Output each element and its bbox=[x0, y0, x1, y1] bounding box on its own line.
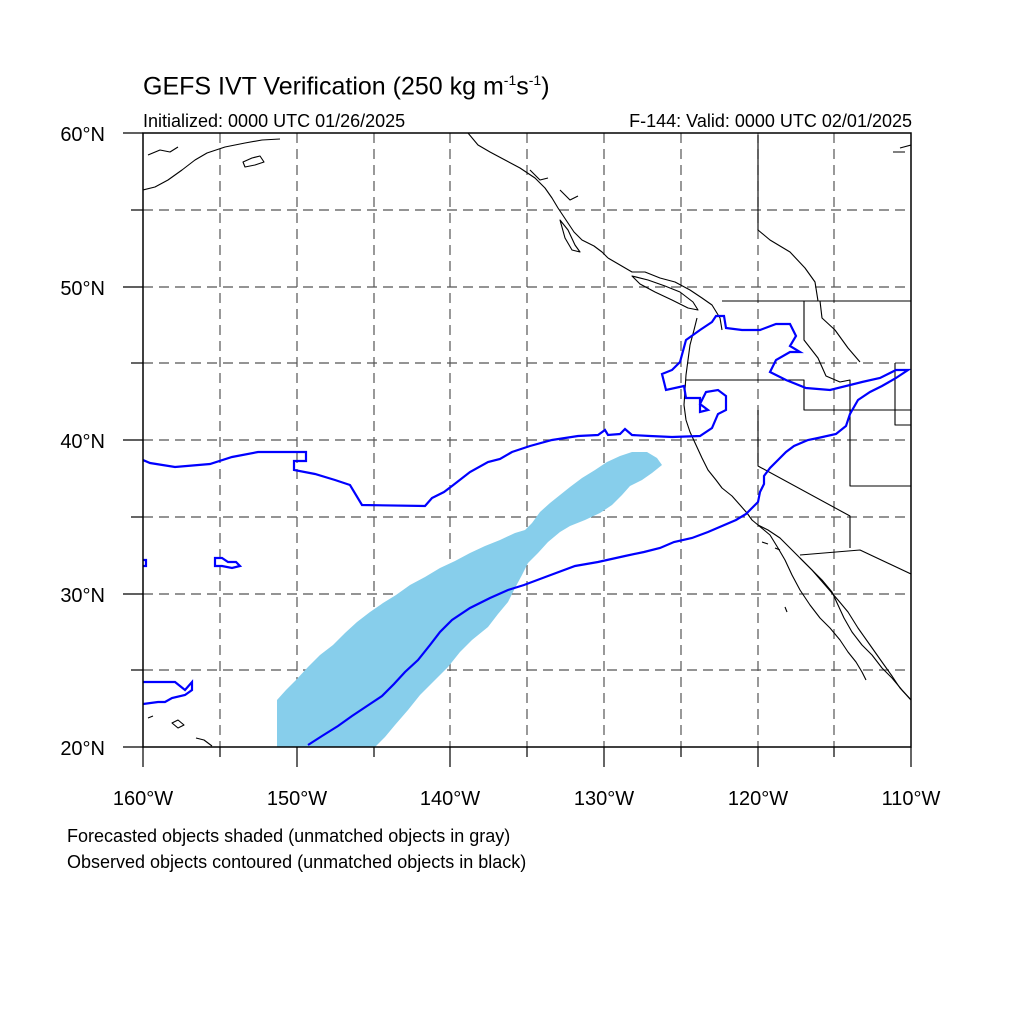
lon-label-160w: 160°W bbox=[113, 788, 173, 810]
bc-mainland-coast bbox=[893, 144, 911, 153]
valid-time-label: F-144: Valid: 0000 UTC 02/01/2025 bbox=[629, 111, 912, 131]
lon-label-150w: 150°W bbox=[267, 788, 327, 810]
observed-object-small-2 bbox=[143, 558, 148, 568]
map-grid bbox=[143, 133, 911, 747]
lon-label-130w: 130°W bbox=[574, 788, 634, 810]
alaska-coast bbox=[143, 138, 281, 191]
lat-label-60: 60°N bbox=[60, 124, 105, 146]
forecast-ivt-object bbox=[277, 452, 662, 747]
utah-east bbox=[894, 363, 911, 426]
initialized-label: Initialized: 0000 UTC 01/26/2025 bbox=[143, 111, 406, 131]
observed-ivt-contours bbox=[143, 314, 911, 746]
observed-object-main bbox=[143, 314, 911, 746]
lon-labels: 160°W 150°W 140°W 130°W 120°W 110°W bbox=[113, 788, 941, 810]
channel-islands bbox=[761, 541, 788, 613]
lon-label-140w: 140°W bbox=[420, 788, 480, 810]
lat-label-30: 30°N bbox=[60, 585, 105, 607]
kodiak-coast bbox=[242, 155, 265, 168]
lon-label-120w: 120°W bbox=[728, 788, 788, 810]
baja-coast bbox=[757, 524, 867, 681]
panhandle-coast bbox=[467, 133, 609, 259]
lat-label-40: 40°N bbox=[60, 431, 105, 453]
mexico-border bbox=[799, 549, 911, 575]
forecast-legend-note: Forecasted objects shaded (unmatched obj… bbox=[67, 826, 511, 846]
bc-coast bbox=[607, 257, 723, 331]
canada-inland bbox=[757, 135, 861, 363]
vancouver-island bbox=[631, 275, 699, 311]
california-nevada-line bbox=[757, 410, 851, 548]
us-west-coast bbox=[683, 317, 911, 701]
map-title: GEFS IVT Verification (250 kg m-1s-1) bbox=[143, 72, 550, 101]
gulf-of-california bbox=[799, 557, 911, 701]
observed-legend-note: Observed objects contoured (unmatched ob… bbox=[67, 852, 527, 872]
nevada-east bbox=[849, 410, 911, 487]
observed-object-small-1 bbox=[213, 556, 243, 570]
idaho-border bbox=[803, 301, 851, 410]
haida-gwaii bbox=[559, 219, 581, 253]
lat-label-50: 50°N bbox=[60, 278, 105, 300]
observed-object-hawaii bbox=[143, 679, 194, 706]
lon-label-110w: 110°W bbox=[882, 788, 941, 810]
hawaii-islands bbox=[147, 715, 213, 747]
axis-ticks bbox=[123, 132, 912, 767]
lat-labels: 60°N 50°N 40°N 30°N 20°N bbox=[60, 124, 105, 760]
coastlines bbox=[143, 133, 911, 747]
lat-label-20: 20°N bbox=[60, 738, 105, 760]
oregon-state-line bbox=[686, 379, 911, 411]
